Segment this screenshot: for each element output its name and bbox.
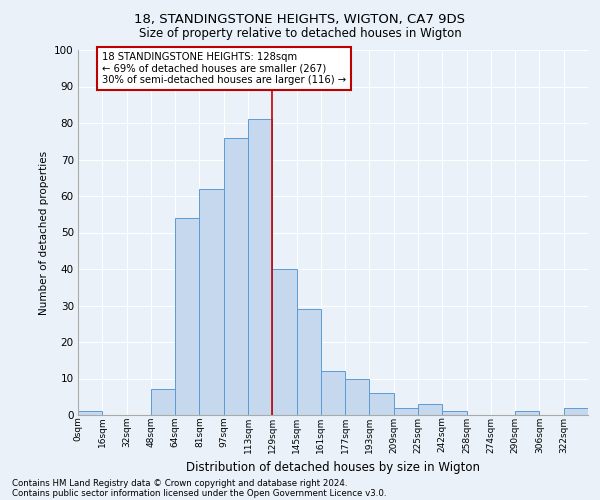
- Text: 18, STANDINGSTONE HEIGHTS, WIGTON, CA7 9DS: 18, STANDINGSTONE HEIGHTS, WIGTON, CA7 9…: [134, 12, 466, 26]
- Text: 18 STANDINGSTONE HEIGHTS: 128sqm
← 69% of detached houses are smaller (267)
30% : 18 STANDINGSTONE HEIGHTS: 128sqm ← 69% o…: [102, 52, 346, 85]
- Bar: [296, 309, 321, 415]
- Bar: [321, 371, 345, 415]
- Bar: [345, 378, 370, 415]
- Text: Size of property relative to detached houses in Wigton: Size of property relative to detached ho…: [139, 28, 461, 40]
- Bar: [394, 408, 418, 415]
- Bar: [418, 404, 442, 415]
- Text: Contains HM Land Registry data © Crown copyright and database right 2024.: Contains HM Land Registry data © Crown c…: [12, 478, 347, 488]
- Y-axis label: Number of detached properties: Number of detached properties: [38, 150, 49, 314]
- Bar: [248, 120, 272, 415]
- Bar: [272, 269, 296, 415]
- Bar: [442, 412, 467, 415]
- Bar: [564, 408, 588, 415]
- Bar: [370, 393, 394, 415]
- Text: Contains public sector information licensed under the Open Government Licence v3: Contains public sector information licen…: [12, 488, 386, 498]
- X-axis label: Distribution of detached houses by size in Wigton: Distribution of detached houses by size …: [186, 461, 480, 474]
- Bar: [199, 188, 224, 415]
- Bar: [175, 218, 199, 415]
- Bar: [224, 138, 248, 415]
- Bar: [78, 412, 102, 415]
- Bar: [151, 390, 175, 415]
- Bar: [515, 412, 539, 415]
